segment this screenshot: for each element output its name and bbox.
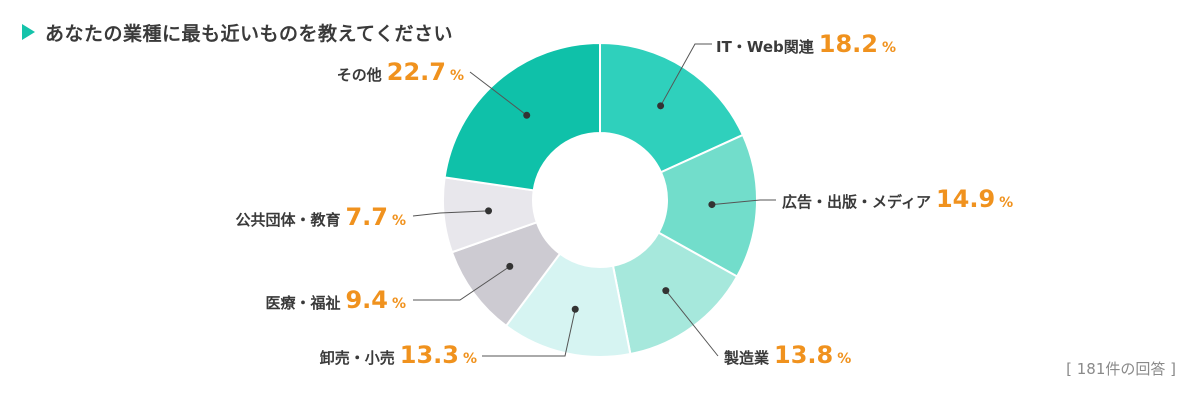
slice-unit: %	[463, 351, 477, 367]
leader-line-4	[482, 309, 576, 357]
slice-label-7: その他 22.7%	[337, 58, 464, 86]
slice-unit: %	[392, 213, 406, 229]
leader-dot-7	[523, 111, 531, 119]
response-count: [ 181件の回答 ]	[1066, 360, 1176, 378]
slice-7	[443, 41, 601, 192]
slice-name: 製造業	[723, 349, 770, 367]
leader-line-2	[711, 199, 776, 206]
slice-label-4: 卸売・小売 13.3%	[320, 341, 477, 369]
slices	[442, 41, 758, 358]
slice-name: 広告・出版・メディア	[782, 193, 931, 211]
slice-label-3: 製造業 13.8%	[723, 341, 851, 369]
slice-label-1: IT・Web関連 18.2%	[716, 30, 896, 58]
slice-value: 13.8	[774, 341, 833, 369]
triangle-bullet-icon	[22, 24, 35, 40]
leader-line-6	[412, 210, 489, 217]
slice-value: 9.4	[345, 286, 388, 314]
leader-dot-5	[506, 262, 514, 270]
slice-name: 医療・福祉	[265, 294, 340, 312]
slice-unit: %	[882, 40, 896, 56]
slice-name: 卸売・小売	[320, 349, 395, 367]
slice-label-5: 医療・福祉 9.4%	[265, 286, 406, 314]
slice-unit: %	[837, 351, 851, 367]
slice-value: 14.9	[936, 185, 995, 213]
leader-line-5	[413, 265, 511, 301]
slice-name: その他	[337, 66, 382, 84]
leader-line-1	[660, 43, 712, 107]
leader-line-7	[469, 71, 528, 116]
slice-2	[657, 133, 758, 278]
leader-dot-2	[708, 201, 716, 209]
slice-value: 13.3	[400, 341, 459, 369]
slice-value: 18.2	[819, 30, 878, 58]
leader-dot-4	[571, 305, 579, 313]
slice-label-6: 公共団体・教育 7.7%	[235, 203, 406, 231]
leader-dot-3	[662, 287, 670, 295]
slice-unit: %	[450, 68, 464, 84]
leader-dot-6	[485, 207, 493, 215]
chart-title: あなたの業種に最も近いものを教えてください	[45, 22, 453, 45]
slice-label-2: 広告・出版・メディア 14.9%	[782, 185, 1013, 213]
slice-name: IT・Web関連	[716, 38, 815, 56]
slice-3	[611, 231, 739, 356]
slice-name: 公共団体・教育	[235, 211, 340, 229]
slice-unit: %	[392, 296, 406, 312]
slice-value: 7.7	[345, 203, 388, 231]
leader-line-3	[665, 290, 719, 357]
chart-heading: あなたの業種に最も近いものを教えてください	[22, 14, 453, 50]
leader-dot-1	[657, 102, 665, 110]
slice-unit: %	[999, 195, 1013, 211]
labels: IT・Web関連 18.2 %広告・出版・メディア 14.9 %製造業 13.8 %卸売・小…	[235, 30, 1013, 369]
slice-value: 22.7	[387, 58, 446, 86]
slice-1	[599, 41, 745, 174]
